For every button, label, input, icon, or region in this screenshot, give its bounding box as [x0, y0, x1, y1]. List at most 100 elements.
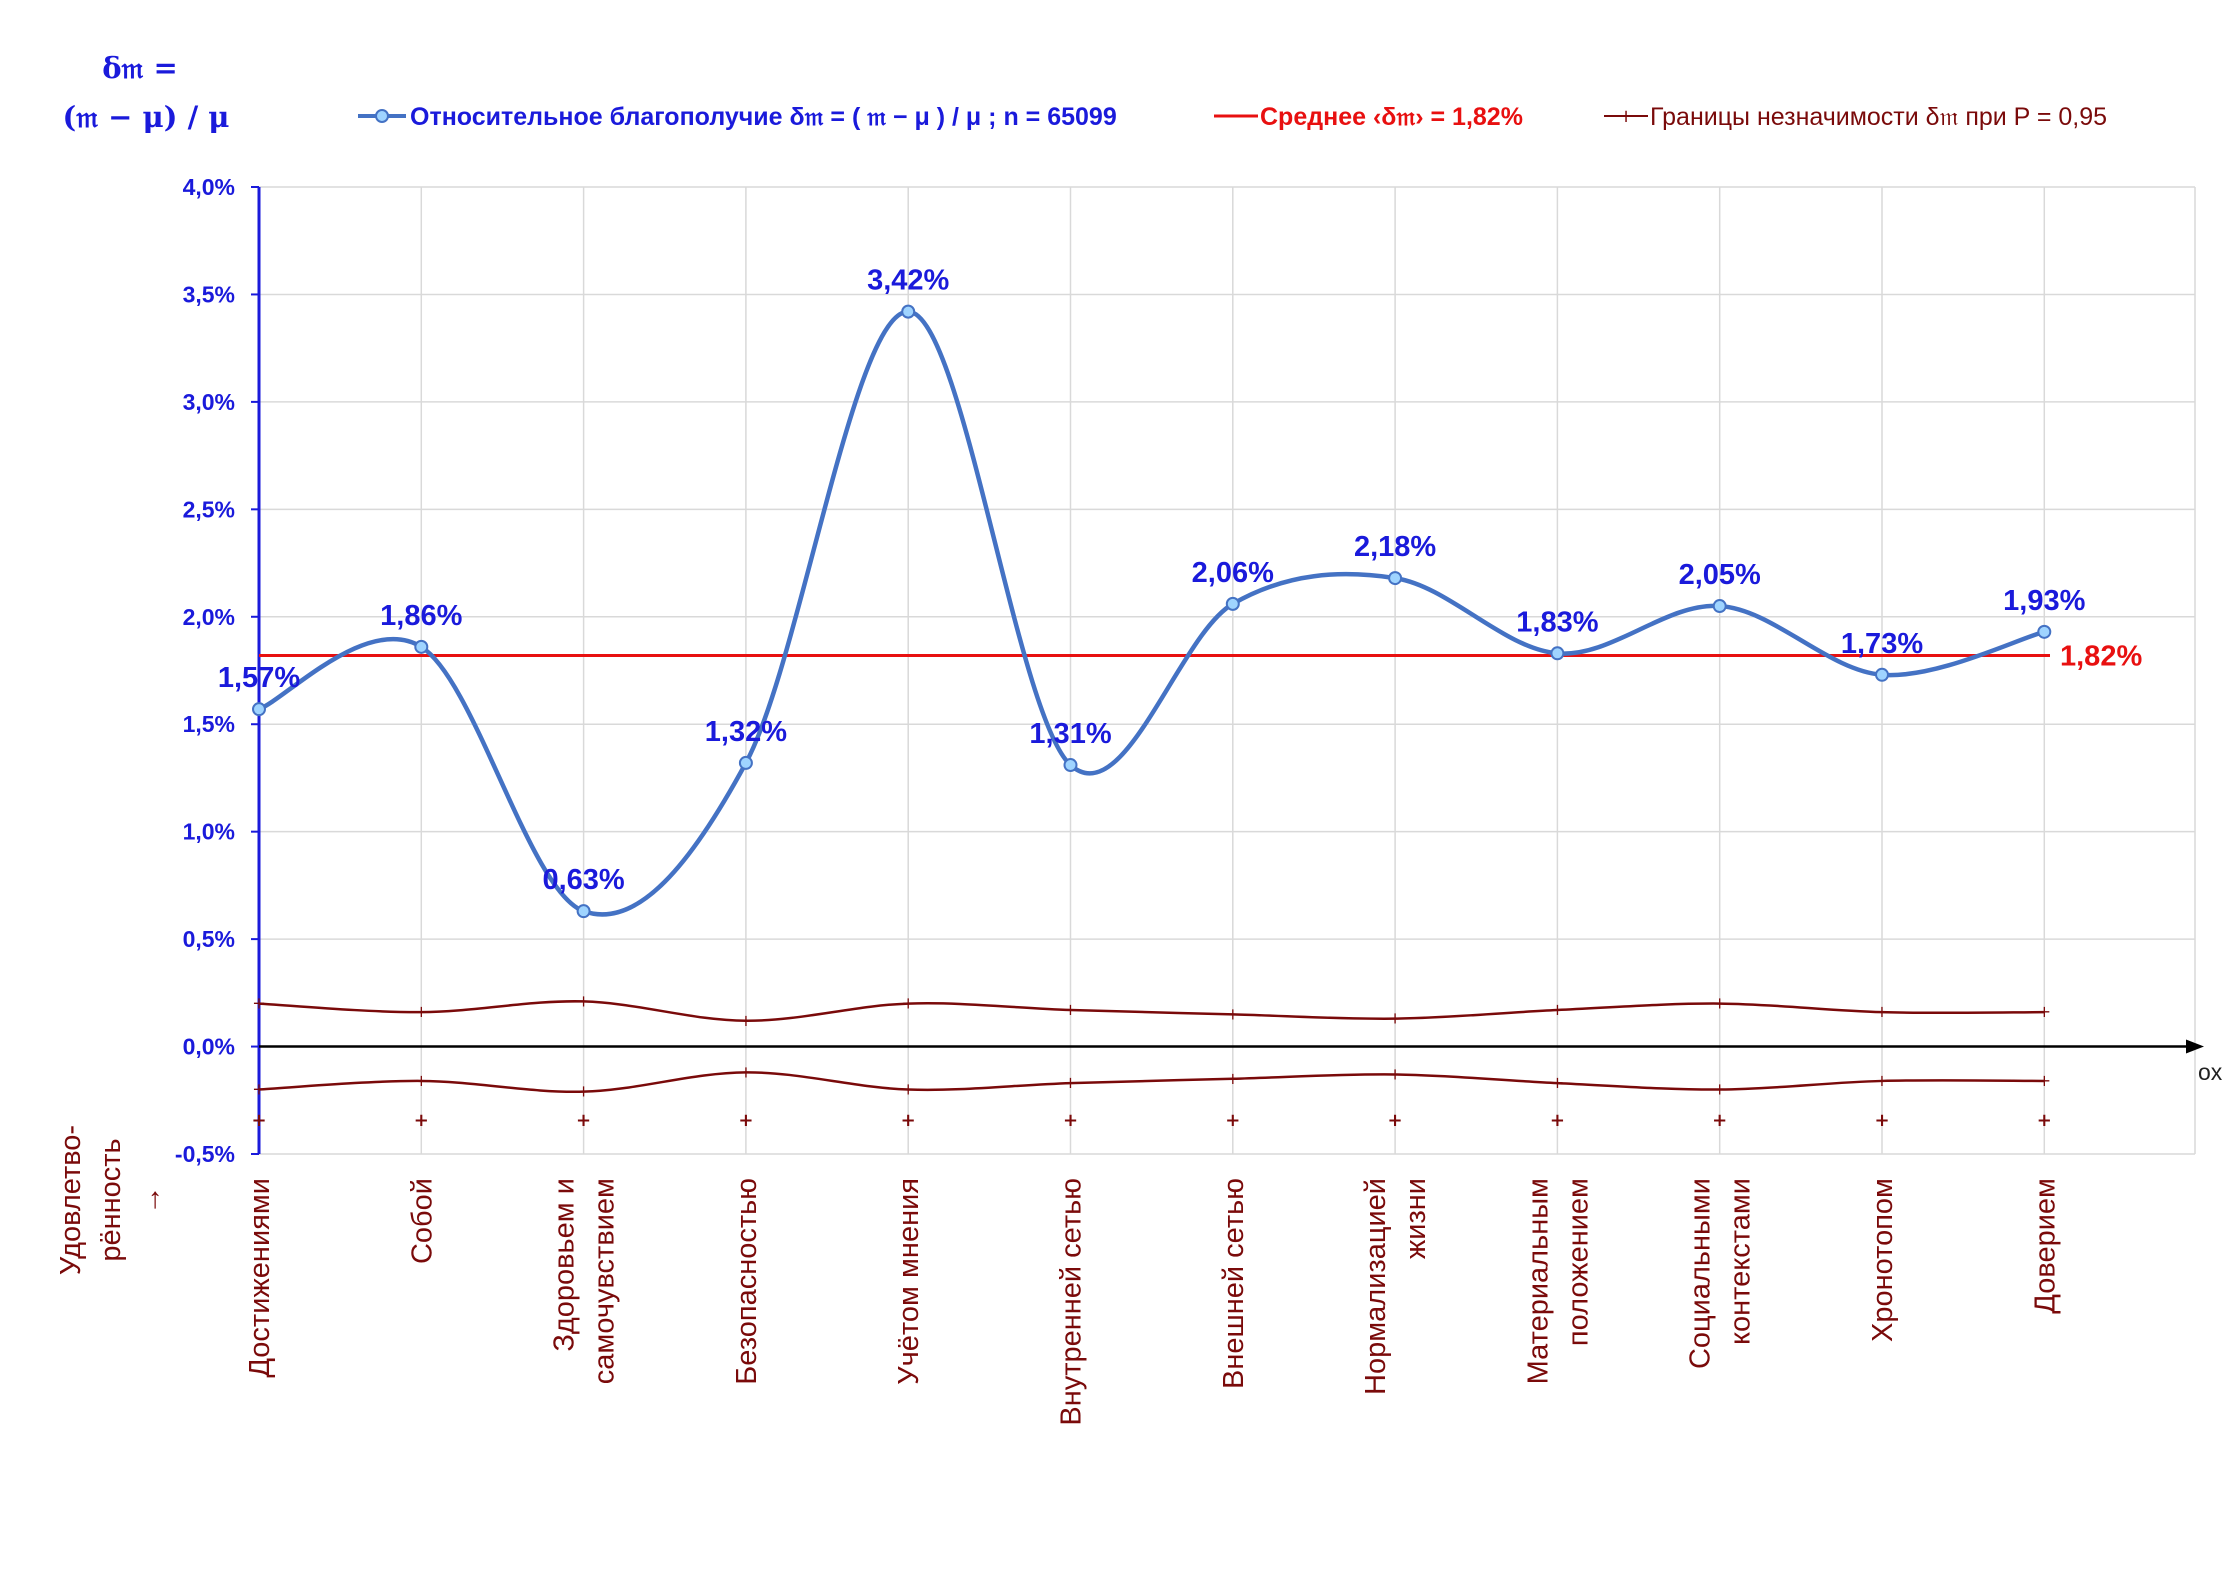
bound-point-upper: +: [2038, 1002, 2051, 1021]
category-label: Собой: [406, 1178, 438, 1264]
bound-point-lower: +: [1875, 1071, 1888, 1090]
bound-point-lower: +: [739, 1062, 752, 1081]
x-axis-name: ox: [2198, 1059, 2223, 1085]
bound-point-lower: +: [577, 1082, 590, 1101]
main-series: 1,57% 1,86% 0,63% 1,32% 3,42% 1,31% 2,06% 2,18%…: [218, 265, 2086, 919]
bound-line-lower: [258, 1071, 2045, 1094]
category-label-line: Социальными: [1685, 1178, 1717, 1369]
data-label: 3,42%: [867, 265, 949, 297]
legend-bounds: Границы незначимости δ𝔪 при P = 0,95: [1650, 103, 2107, 131]
x-tick-mark: +: [1388, 1110, 1403, 1131]
data-label: 1,31%: [1029, 718, 1111, 750]
bound-point-lower: +: [1388, 1064, 1401, 1083]
legend: Относительное благополучие δ𝔪 = ( 𝔪 − μ …: [358, 103, 2107, 131]
x-axis-caption: Удовлетво- рённость →: [55, 1125, 167, 1275]
x-tick-mark: +: [1225, 1110, 1240, 1131]
bound-point-lower: +: [1064, 1073, 1077, 1092]
data-point: [252, 702, 266, 717]
y-tick-label: 2,5%: [183, 496, 235, 522]
bound-point-upper: +: [901, 994, 914, 1013]
y-tick-label: 4,0%: [183, 174, 235, 200]
x-tick-mark: +: [1063, 1110, 1078, 1131]
category-label-line: Доверием: [2029, 1178, 2061, 1314]
bound-point-lower: +: [2038, 1071, 2051, 1090]
category-label-line: Здоровьем и: [549, 1178, 581, 1352]
y-tick-label: 1,5%: [183, 711, 235, 737]
category-label: Безопасностью: [731, 1178, 763, 1385]
y-axis-title-line1: δ𝔪 =: [102, 51, 178, 85]
y-tick-labels: -0,5% 0,0% 0,5% 1,0% 1,5% 2,0% 2,5% 3,0% 3,5% 4,0…: [175, 174, 259, 1167]
data-label: 0,63%: [542, 864, 624, 896]
y-tick-label: -0,5%: [175, 1141, 235, 1167]
category-label: Достижениями: [244, 1178, 276, 1378]
bound-line-upper: [258, 1000, 2045, 1023]
category-label-line: Учётом мнения: [893, 1178, 925, 1385]
category-labels: Достижениями Собой Здоровьем и самочувствие…: [244, 1178, 2061, 1426]
category-label: Хронотопом: [1867, 1178, 1899, 1342]
mean-label: 1,82%: [2060, 640, 2142, 672]
x-tick-mark: +: [2037, 1110, 2052, 1131]
bound-point-lower: +: [901, 1080, 914, 1099]
x-axis-caption-arrow: →: [135, 1186, 167, 1215]
x-tick-mark: +: [901, 1110, 916, 1131]
axes: [257, 187, 2204, 1154]
data-label: 1,57%: [218, 662, 300, 694]
data-point: [1225, 596, 1240, 611]
x-tick-mark: +: [738, 1110, 753, 1131]
category-label-line: Безопасностью: [731, 1178, 763, 1385]
data-point: [901, 304, 916, 319]
category-label-line: Внешней сетью: [1218, 1178, 1250, 1389]
bound-point-upper: +: [1713, 994, 1726, 1013]
y-tick-label: 3,0%: [183, 389, 235, 415]
bound-point-upper: +: [1875, 1002, 1888, 1021]
data-label: 1,93%: [2003, 585, 2085, 617]
data-point: [1550, 646, 1565, 661]
category-label-line: Внутренней сетью: [1056, 1178, 1088, 1426]
category-label-line: Достижениями: [244, 1178, 276, 1378]
y-tick-label: 3,5%: [183, 281, 235, 307]
data-point: [414, 639, 429, 654]
data-point: [1875, 667, 1889, 682]
x-axis-caption-line2: рённость: [95, 1138, 127, 1261]
bound-point-upper: +: [1551, 1000, 1564, 1019]
x-tick-mark: +: [414, 1110, 429, 1131]
category-label: Внутренней сетью: [1056, 1178, 1088, 1426]
y-tick-label: 0,0%: [183, 1034, 235, 1060]
bound-point-upper: +: [1226, 1004, 1239, 1023]
data-label: 1,73%: [1841, 628, 1923, 660]
data-point: [2037, 624, 2052, 639]
y-tick-label: 2,0%: [183, 604, 235, 630]
data-label: 1,32%: [705, 716, 787, 748]
x-axis-arrow: [2186, 1039, 2204, 1054]
category-label-line: Материальным: [1522, 1178, 1554, 1384]
x-axis-caption-line1: Удовлетво-: [55, 1125, 87, 1275]
bound-point-lower: +: [415, 1071, 428, 1090]
bound-point-upper: +: [252, 994, 265, 1013]
category-label-line: Собой: [406, 1178, 438, 1264]
bound-point-upper: +: [577, 991, 590, 1010]
x-tick-mark: +: [1712, 1110, 1727, 1131]
bound-point-upper: +: [1064, 1000, 1077, 1019]
data-label: 1,86%: [380, 600, 462, 632]
category-label-line: жизни: [1400, 1178, 1432, 1259]
data-point: [576, 904, 591, 919]
data-point: [1388, 571, 1403, 586]
category-label: Нормализацией жизни: [1360, 1178, 1432, 1395]
x-tick-mark: +: [576, 1110, 591, 1131]
significance-bounds: + + + + + + + + + + + + + + + + + + + + + + + + + + + + + + + + + + + +: [251, 991, 2051, 1131]
bound-point-lower: +: [252, 1080, 265, 1099]
legend-mean: Среднее ‹δ𝔪› = 1,82%: [1260, 103, 1523, 131]
x-tick-mark: +: [1874, 1110, 1889, 1131]
category-label: Доверием: [2029, 1178, 2061, 1314]
main-series-line: [258, 309, 2045, 917]
data-point: [738, 755, 753, 770]
y-axis-title-line2: (𝔪 − μ) / μ: [63, 100, 230, 134]
mean-line-group: 1,82%: [259, 640, 2142, 672]
bound-point-upper: +: [739, 1011, 752, 1030]
category-label: Социальными контекстами: [1685, 1178, 1757, 1369]
bound-point-lower: +: [1713, 1080, 1726, 1099]
data-label: 1,83%: [1516, 606, 1598, 638]
category-label: Внешней сетью: [1218, 1178, 1250, 1389]
y-tick-label: 0,5%: [183, 926, 235, 952]
